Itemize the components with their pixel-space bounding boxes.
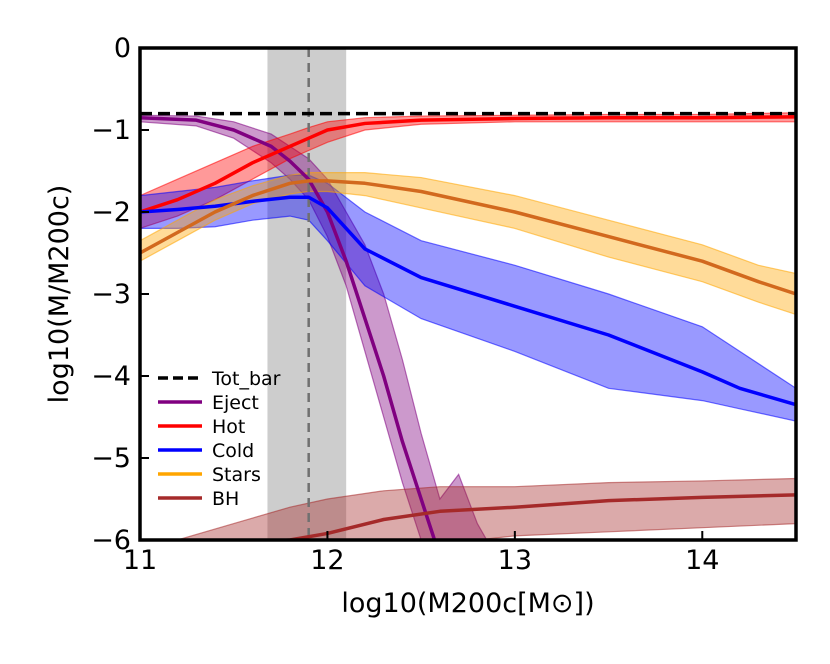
y-tick-label: −1 <box>91 115 131 146</box>
bh-line <box>265 493 796 540</box>
x-axis-label: log10(M200c[M⊙]) <box>341 588 594 619</box>
y-axis-label: log10(M/M200c) <box>44 185 75 404</box>
y-tick-label: −3 <box>91 279 131 310</box>
plot-area <box>140 48 796 540</box>
y-tick-label: −2 <box>91 197 131 228</box>
y-tick-label: 0 <box>114 33 131 64</box>
legend-label-stars: Stars <box>212 464 261 486</box>
eject-line <box>140 115 437 540</box>
cold-line <box>140 195 796 407</box>
y-tick-label: −6 <box>91 525 131 556</box>
x-tick-label: 14 <box>685 545 719 576</box>
legend-label-bh: BH <box>212 488 239 510</box>
y-tick-label: −5 <box>91 443 131 474</box>
legend-label-tot-bar: Tot_bar <box>211 368 281 390</box>
y-tick-label: −4 <box>91 361 131 392</box>
x-ticks: 11 12 13 14 <box>123 531 719 576</box>
legend-label-cold: Cold <box>212 440 254 462</box>
legend-label-eject: Eject <box>212 392 259 414</box>
hot-line <box>140 115 796 214</box>
y-ticks: 0 −1 −2 −3 −4 −5 −6 <box>91 33 149 556</box>
series-lines <box>140 111 796 540</box>
legend-label-hot: Hot <box>212 416 245 438</box>
x-tick-label: 13 <box>498 545 532 576</box>
x-tick-label: 12 <box>310 545 344 576</box>
stars-line <box>140 179 796 296</box>
x-tick-label: 11 <box>123 545 157 576</box>
